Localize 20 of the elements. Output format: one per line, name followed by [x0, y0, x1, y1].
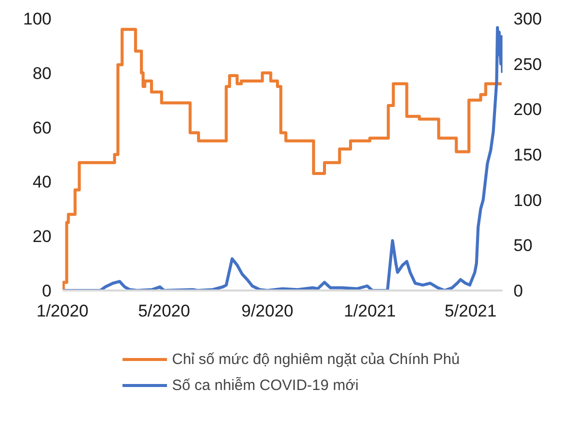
x-tick-label: 5/2021 — [444, 302, 497, 320]
y2-tick-label: 100 — [514, 190, 542, 210]
y2-tick-label: 250 — [514, 54, 542, 74]
x-tick-label: 1/2020 — [36, 302, 88, 320]
legend-label: Số ca nhiễm COVID-19 mới — [172, 376, 359, 394]
y-tick-label: 0 — [42, 282, 52, 300]
legend-label: Chỉ số mức độ nghiêm ngặt của Chính Phủ — [172, 350, 460, 368]
y2-tick-label: 200 — [514, 100, 542, 120]
x-tick-label: 5/2020 — [138, 302, 190, 320]
y2-tick-label: 300 — [514, 10, 542, 28]
y2-tick-label: 50 — [514, 236, 532, 256]
y-tick-label: 60 — [32, 118, 52, 138]
y-tick-label: 80 — [32, 64, 52, 83]
y-tick-label: 40 — [32, 172, 52, 192]
y2-tick-label: 0 — [514, 282, 523, 300]
y-tick-label: 100 — [23, 10, 52, 28]
x-tick-label: 1/2021 — [344, 302, 396, 320]
y2-tick-label: 150 — [514, 146, 542, 164]
y-tick-label: 20 — [32, 227, 52, 246]
x-tick-label: 9/2020 — [241, 302, 294, 320]
